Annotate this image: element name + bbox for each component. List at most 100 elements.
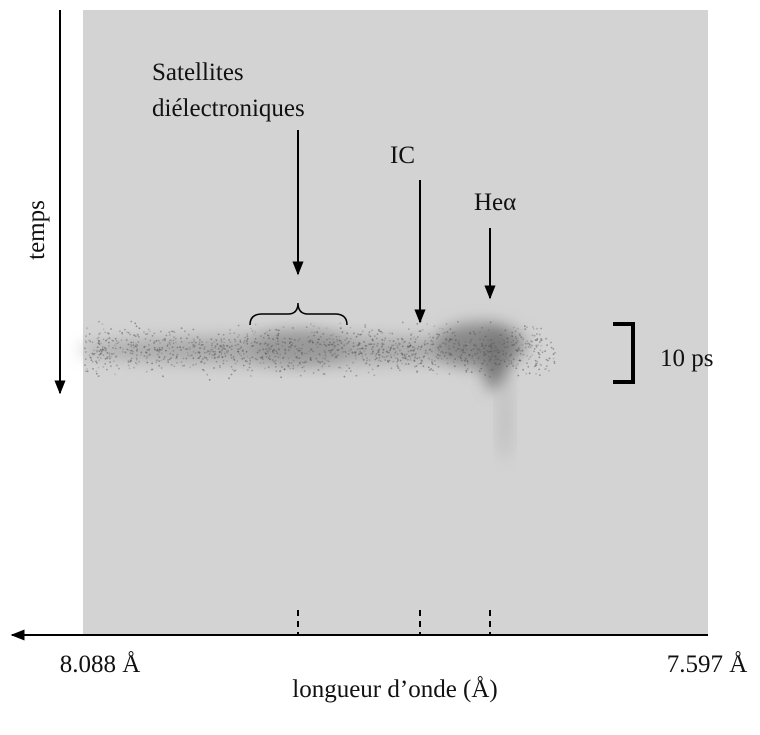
speckle [382, 351, 384, 354]
speckle [215, 338, 217, 341]
speckle [198, 351, 201, 354]
speckle [224, 352, 226, 355]
speckle [361, 357, 364, 360]
speckle [171, 346, 174, 348]
speckle [254, 337, 257, 340]
speckle [104, 363, 107, 365]
speckle [365, 362, 368, 364]
speckle [459, 356, 462, 358]
speckle [249, 360, 252, 362]
speckle [516, 340, 519, 342]
speckle [267, 366, 270, 369]
speckle [335, 355, 338, 357]
speckle [430, 343, 432, 346]
speckle [349, 326, 352, 329]
speckle [111, 339, 113, 342]
speckle [294, 345, 296, 348]
speckle [533, 327, 535, 330]
speckle [297, 364, 300, 367]
speckle [375, 337, 378, 340]
speckle [438, 349, 440, 351]
speckle [473, 333, 476, 335]
speckle [369, 335, 372, 338]
speckle [536, 362, 539, 365]
speckle [218, 350, 221, 353]
speckle [527, 365, 530, 368]
speckle [554, 352, 556, 354]
speckle [180, 349, 182, 351]
speckle [404, 357, 407, 360]
speckle [324, 355, 327, 358]
speckle [229, 332, 232, 335]
speckle [390, 367, 393, 370]
speckle [454, 334, 457, 337]
speckle [189, 348, 191, 351]
speckle [544, 368, 546, 371]
speckle [491, 342, 494, 345]
speckle [339, 327, 342, 330]
speckle [353, 345, 356, 347]
speckle [213, 353, 216, 355]
speckle [90, 356, 92, 359]
speckle [98, 353, 101, 356]
speckle [211, 356, 214, 359]
speckle [488, 345, 490, 348]
speckle [497, 363, 500, 366]
speckle [244, 336, 247, 339]
speckle [387, 355, 389, 357]
speckle [418, 356, 421, 359]
speckle [196, 335, 199, 338]
speckle [274, 362, 277, 365]
speckle [461, 348, 464, 351]
speckle [112, 360, 115, 363]
speckle [213, 357, 216, 360]
speckle [443, 355, 446, 357]
annotation: IC [390, 142, 415, 169]
speckle [430, 368, 433, 370]
speckle [275, 370, 278, 372]
speckle [345, 343, 348, 345]
speckle [371, 352, 374, 354]
speckle [102, 328, 105, 331]
speckle [95, 370, 98, 372]
speckle [114, 355, 117, 358]
speckle [362, 359, 365, 361]
speckle [501, 343, 504, 346]
speckle [220, 344, 222, 347]
speckle [335, 340, 338, 342]
speckle [180, 327, 183, 330]
speckle [319, 361, 321, 363]
speckle [193, 346, 195, 348]
speckle [338, 335, 341, 338]
speckle [457, 342, 460, 345]
speckle [424, 349, 427, 352]
speckle [153, 332, 156, 335]
speckle [433, 359, 436, 362]
speckle [516, 327, 519, 330]
speckle [529, 356, 532, 358]
speckle [214, 347, 217, 349]
speckle [334, 356, 337, 359]
speckle [166, 345, 169, 347]
speckle [122, 348, 124, 351]
speckle [346, 332, 349, 335]
speckle [384, 359, 387, 361]
speckle [188, 341, 191, 344]
speckle [261, 358, 264, 361]
speckle [540, 339, 542, 342]
speckle [413, 346, 415, 349]
speckle [267, 334, 269, 337]
speckle [482, 362, 484, 365]
speckle [284, 349, 287, 351]
speckle [431, 359, 433, 361]
speckle [265, 355, 268, 358]
speckle [107, 332, 109, 334]
speckle [201, 341, 204, 343]
speckle [135, 325, 138, 328]
speckle [276, 340, 279, 342]
speckle [97, 366, 100, 369]
speckle [164, 338, 167, 340]
speckle [158, 350, 161, 353]
speckle [151, 368, 154, 371]
speckle [447, 352, 450, 355]
